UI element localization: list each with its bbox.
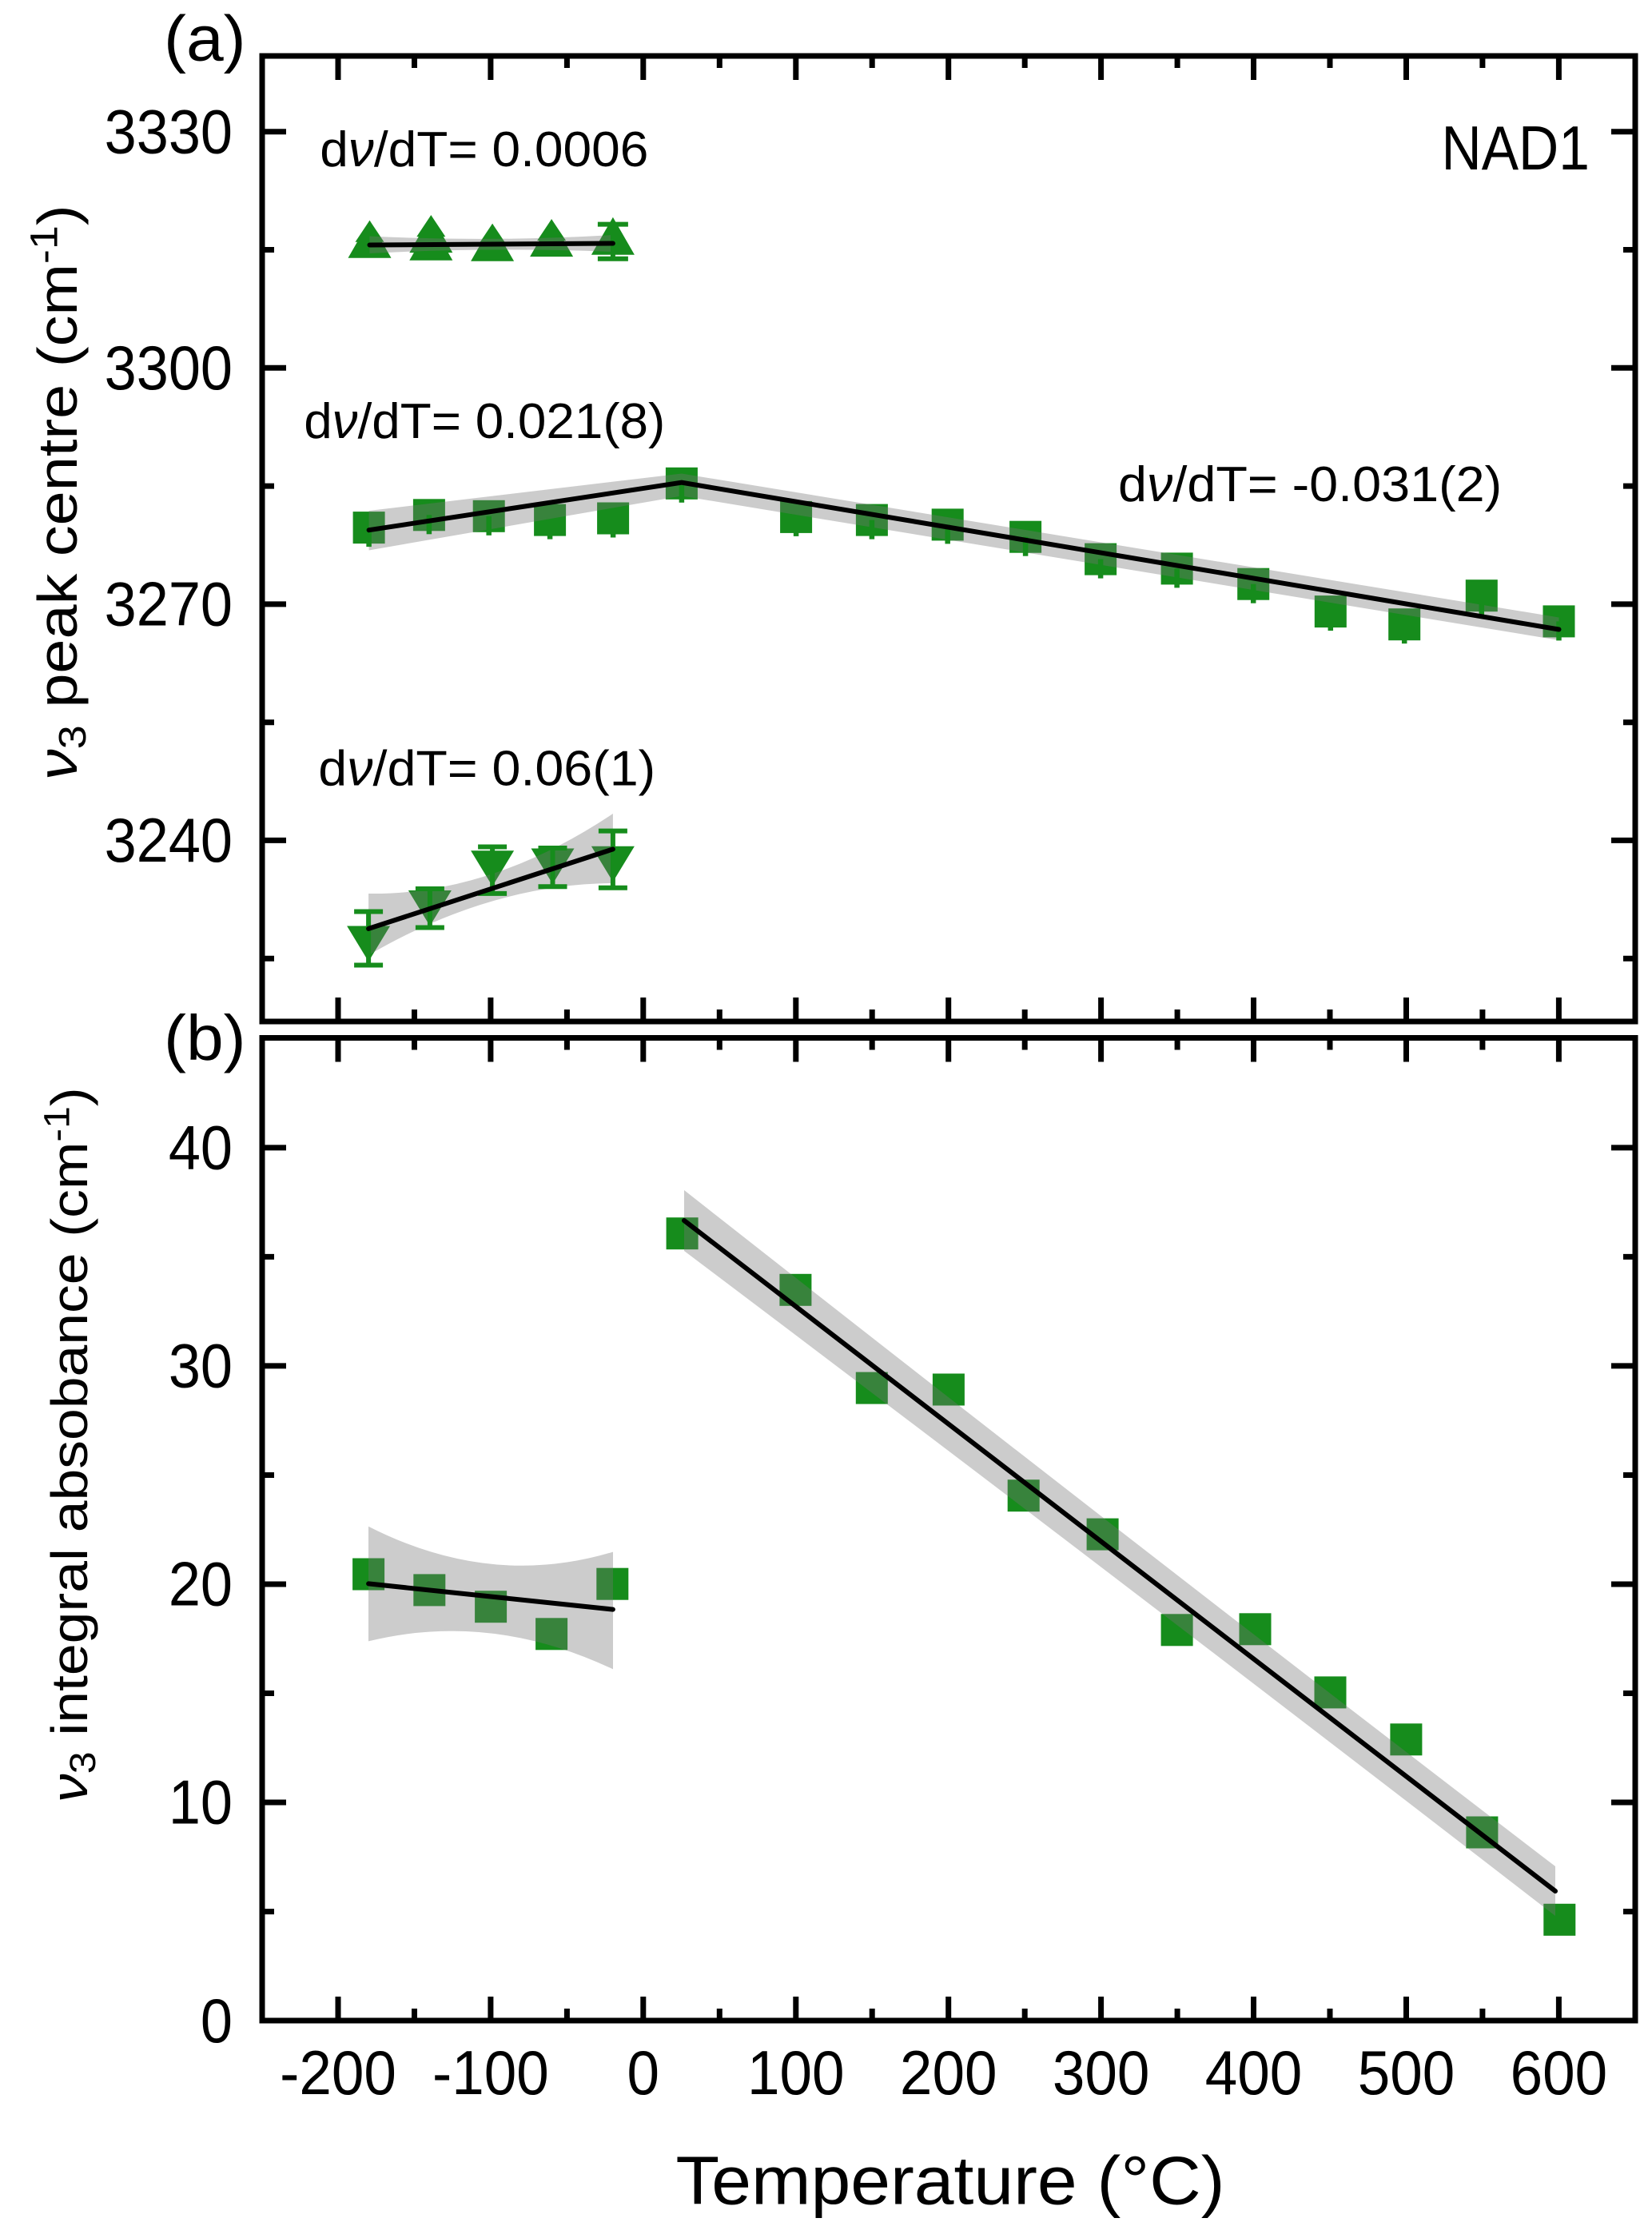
svg-text:3240: 3240: [105, 806, 233, 875]
svg-text:500: 500: [1358, 2038, 1455, 2108]
svg-text:dν/dT= 0.06(1): dν/dT= 0.06(1): [318, 742, 655, 797]
svg-text:200: 200: [900, 2038, 997, 2108]
svg-text:dν/dT= -0.031(2): dν/dT= -0.031(2): [1118, 457, 1502, 512]
svg-text:NAD1: NAD1: [1442, 113, 1590, 182]
svg-text:(b): (b): [164, 1003, 246, 1074]
svg-text:dν/dT= 0.021(8): dν/dT= 0.021(8): [304, 394, 665, 449]
svg-text:3270: 3270: [105, 569, 233, 639]
svg-text:ν3 peak centre (cm-1): ν3 peak centre (cm-1): [22, 205, 94, 780]
svg-text:10: 10: [169, 1767, 233, 1837]
svg-text:300: 300: [1053, 2038, 1150, 2108]
svg-text:100: 100: [747, 2038, 845, 2108]
svg-text:3330: 3330: [105, 97, 233, 166]
svg-text:dν/dT= 0.0006: dν/dT= 0.0006: [320, 122, 648, 177]
svg-text:30: 30: [169, 1331, 233, 1400]
svg-text:Temperature (°C): Temperature (°C): [675, 2144, 1224, 2219]
svg-text:20: 20: [169, 1549, 233, 1619]
svg-text:0: 0: [627, 2038, 660, 2108]
svg-text:0: 0: [201, 1985, 233, 2055]
svg-text:-100: -100: [432, 2038, 549, 2108]
svg-text:3300: 3300: [105, 333, 233, 403]
svg-text:600: 600: [1511, 2038, 1608, 2108]
svg-text:400: 400: [1205, 2038, 1303, 2108]
svg-text:(a): (a): [164, 3, 246, 74]
svg-text:-200: -200: [280, 2038, 396, 2108]
svg-text:ν3 integral absobance (cm-1): ν3 integral absobance (cm-1): [38, 1087, 104, 1802]
svg-text:40: 40: [169, 1113, 233, 1182]
